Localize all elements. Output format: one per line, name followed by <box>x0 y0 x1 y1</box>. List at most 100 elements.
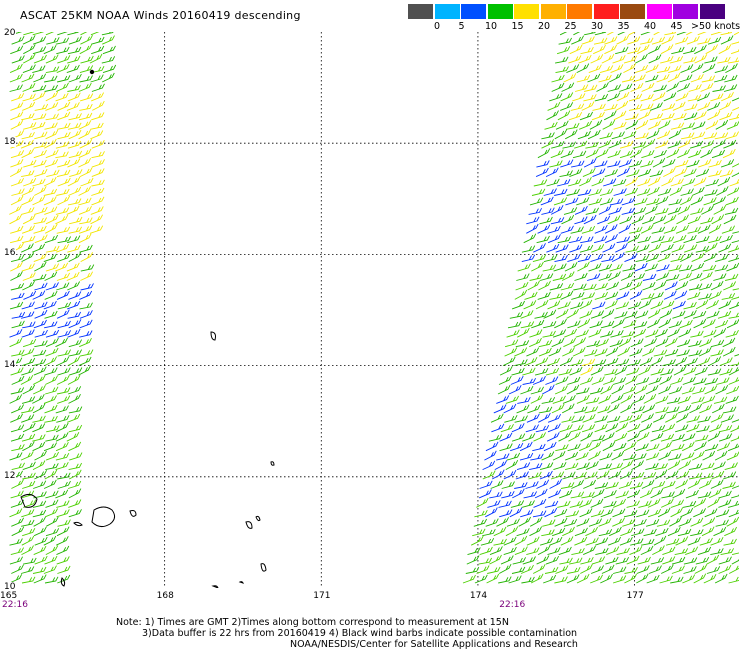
wind-barb <box>616 91 630 102</box>
wind-barb <box>654 463 668 471</box>
wind-map[interactable] <box>8 32 739 588</box>
wind-barb <box>694 366 708 376</box>
wind-barb <box>585 141 599 149</box>
wind-barb <box>503 546 517 556</box>
wind-barb <box>647 498 661 508</box>
wind-barb <box>650 291 664 300</box>
wind-barb <box>714 450 728 461</box>
wind-barb <box>700 271 713 281</box>
wind-barb <box>512 557 526 565</box>
wind-barb <box>538 347 552 357</box>
wind-barb <box>679 319 693 329</box>
wind-barb <box>583 349 598 357</box>
wind-barb <box>629 290 643 300</box>
wind-barb <box>669 55 684 64</box>
wind-barb <box>91 187 105 196</box>
wind-barb <box>539 216 553 225</box>
wind-barb <box>33 384 46 395</box>
wind-barb <box>569 244 583 253</box>
wind-barb <box>722 148 736 159</box>
wind-barb <box>728 509 739 518</box>
wind-barb <box>701 75 716 83</box>
wind-barb <box>693 377 707 385</box>
wind-barb <box>580 46 594 55</box>
wind-barb <box>529 329 543 338</box>
wind-barb <box>570 358 584 367</box>
wind-barb <box>730 361 739 367</box>
wind-barb <box>55 405 69 414</box>
wind-barb <box>45 499 59 508</box>
wind-barb <box>728 312 739 319</box>
wind-barb <box>576 394 590 404</box>
wind-barb <box>57 195 70 206</box>
wind-barb <box>532 375 546 385</box>
longitude-label: 174 <box>469 591 488 601</box>
wind-barb <box>579 508 593 518</box>
wind-barb <box>641 479 655 489</box>
wind-barb <box>664 281 678 291</box>
wind-barb <box>523 300 537 310</box>
wind-barb <box>730 48 739 55</box>
wind-barb <box>576 63 590 74</box>
wind-barb <box>725 131 739 140</box>
wind-barb <box>717 176 731 187</box>
wind-barb <box>80 177 94 187</box>
wind-barb <box>732 288 739 291</box>
wind-barb <box>33 480 47 489</box>
wind-barb <box>574 216 588 225</box>
wind-barb <box>577 189 592 196</box>
wind-map-canvas[interactable] <box>8 32 739 588</box>
wind-barb <box>683 566 697 574</box>
wind-barb <box>32 375 46 385</box>
wind-barb <box>697 491 712 499</box>
wind-barb <box>632 141 647 149</box>
wind-barb <box>465 566 480 574</box>
wind-barb <box>727 443 739 452</box>
wind-barb <box>687 94 702 102</box>
wind-barb <box>605 233 618 244</box>
island-outline <box>211 585 219 588</box>
wind-barb <box>67 46 82 55</box>
wind-barb <box>688 340 702 348</box>
wind-barb <box>21 243 34 253</box>
wind-barb <box>623 510 638 518</box>
wind-barb <box>33 141 48 149</box>
wind-barb <box>34 301 48 310</box>
wind-barb <box>621 75 636 83</box>
wind-barb <box>631 528 645 537</box>
wind-barb <box>10 119 24 130</box>
wind-barb <box>637 178 651 187</box>
wind-barb <box>569 168 583 178</box>
wind-barb <box>549 93 563 102</box>
wind-barb <box>11 564 24 574</box>
wind-barb <box>572 93 586 102</box>
wind-barb <box>682 433 696 442</box>
wind-barb <box>56 282 70 291</box>
wind-barb <box>580 431 593 442</box>
wind-barb <box>674 548 689 556</box>
wind-barb <box>694 441 707 452</box>
wind-barb <box>22 101 36 111</box>
wind-barb <box>490 480 504 489</box>
wind-barb <box>511 423 525 433</box>
wind-barb <box>636 244 650 253</box>
wind-barb <box>687 226 701 234</box>
wind-barb <box>593 235 608 244</box>
wind-barb <box>578 499 592 508</box>
wind-barb <box>502 356 516 367</box>
wind-barb <box>516 273 530 281</box>
wind-barb <box>102 45 116 55</box>
wind-barb <box>43 176 57 187</box>
wind-barb <box>509 311 524 319</box>
wind-barb <box>34 261 47 272</box>
wind-barb <box>21 225 35 234</box>
wind-barb <box>591 376 605 385</box>
wind-barb <box>656 73 670 83</box>
wind-barb <box>719 367 733 376</box>
wind-barb <box>585 526 598 537</box>
wind-barb <box>592 103 606 111</box>
wind-barb <box>710 413 724 423</box>
wind-barb <box>498 500 512 508</box>
wind-barb <box>619 215 633 225</box>
wind-barb <box>68 509 82 518</box>
